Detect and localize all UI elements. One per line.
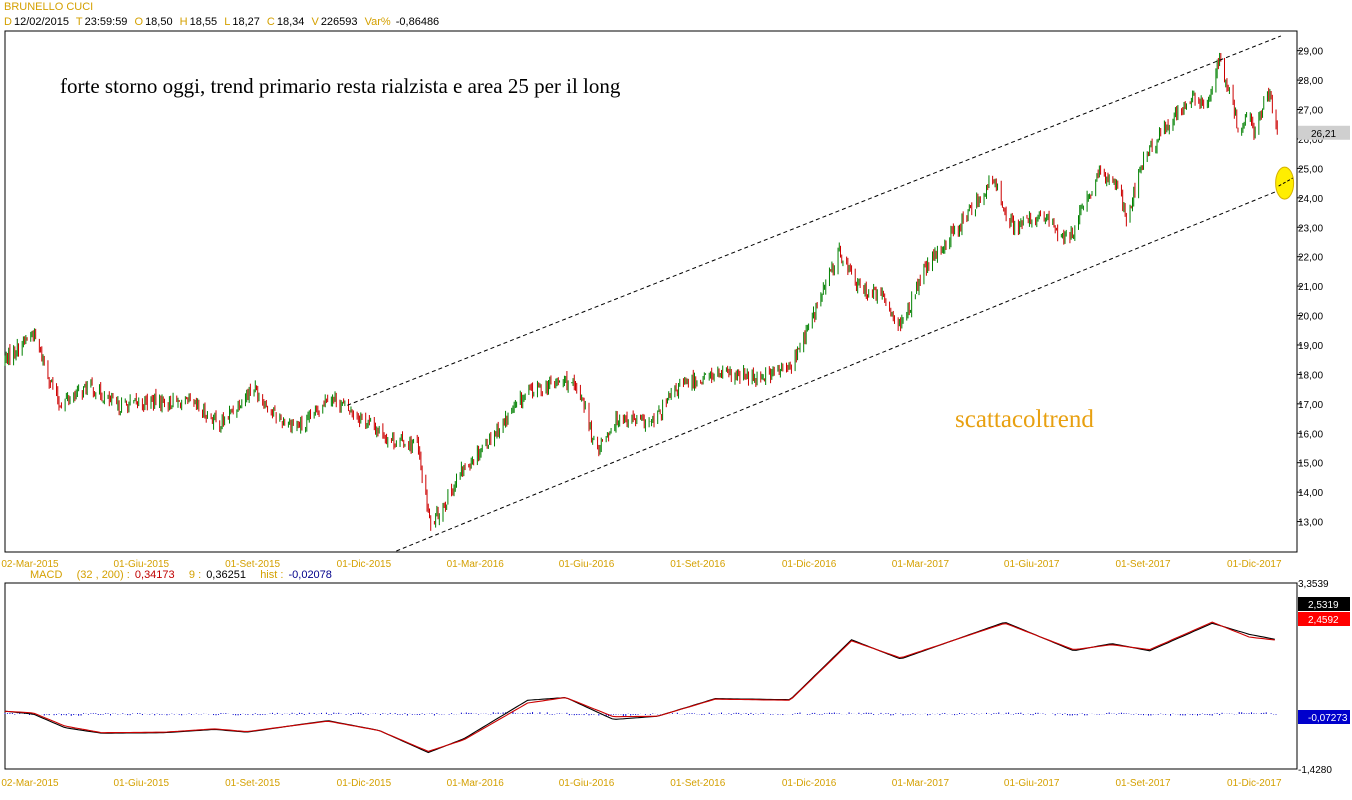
price-x-label-9: 01-Giu-2017 bbox=[1004, 559, 1060, 570]
price-x-label-10: 01-Set-2017 bbox=[1115, 559, 1170, 570]
price-tick-label-15: 28,00 bbox=[1298, 76, 1323, 87]
macd-x-label-9: 01-Giu-2017 bbox=[1004, 778, 1060, 789]
ohlc-field-close: C 18,34 bbox=[266, 16, 305, 28]
ohlc-field-high: H 18,55 bbox=[179, 16, 218, 28]
signal-value-label-box bbox=[1298, 612, 1350, 626]
price-x-label-3: 01-Dic-2015 bbox=[337, 559, 392, 570]
macd-histogram bbox=[4, 711, 1277, 717]
price-tick-label-12: 25,00 bbox=[1298, 164, 1323, 175]
macd-y-axis: 3,3539 -1,4280 2,5319 2,4592 -0,07273 bbox=[1298, 579, 1350, 776]
macd-x-label-1: 01-Giu-2015 bbox=[114, 778, 170, 789]
macd-value: 0,34173 bbox=[134, 569, 175, 581]
hist-value: -0,02078 bbox=[288, 569, 332, 581]
chart-title: BRUNELLO CUCI bbox=[4, 1, 95, 13]
price-tick-label-1: 14,00 bbox=[1298, 488, 1323, 499]
macd-x-label-6: 01-Set-2016 bbox=[670, 778, 725, 789]
macd-x-label-11: 01-Dic-2017 bbox=[1227, 778, 1282, 789]
signal-label: 9 : bbox=[188, 569, 202, 581]
watermark-text: scattacoltrend bbox=[955, 406, 1094, 433]
price-tick-label-14: 27,00 bbox=[1298, 106, 1323, 117]
price-tick-label-7: 20,00 bbox=[1298, 312, 1323, 323]
price-tick-label-16: 29,00 bbox=[1298, 47, 1323, 58]
trendline-1 bbox=[396, 185, 1290, 552]
price-x-axis: 02-Mar-2015 01-Giu-2015 01-Set-2015 01-Dic-… bbox=[1, 559, 1282, 570]
macd-series-0 bbox=[4, 622, 1275, 754]
ohlc-field-low: L 18,27 bbox=[224, 16, 260, 28]
macd-x-label-8: 01-Mar-2017 bbox=[892, 778, 950, 789]
last-price-label: 26,21 bbox=[1311, 129, 1336, 140]
price-tick-label-2: 15,00 bbox=[1298, 459, 1323, 470]
macd-x-label-7: 01-Dic-2016 bbox=[782, 778, 837, 789]
price-tick-label-4: 17,00 bbox=[1298, 400, 1323, 411]
macd-tick-top: 3,3539 bbox=[1298, 579, 1329, 590]
macd-name: MACD bbox=[30, 569, 63, 581]
analysis-comment: forte storno oggi, trend primario resta … bbox=[60, 74, 621, 98]
signal-value-label: 2,4592 bbox=[1308, 615, 1339, 626]
macd-params: (32 , 200) : bbox=[76, 569, 130, 581]
price-x-label-7: 01-Dic-2016 bbox=[782, 559, 837, 570]
hist-label: hist : bbox=[260, 569, 284, 581]
macd-x-axis: 02-Mar-2015 01-Giu-2015 01-Set-2015 01-Dic-… bbox=[1, 778, 1282, 789]
price-tick-label-3: 16,00 bbox=[1298, 429, 1323, 440]
price-x-label-4: 01-Mar-2016 bbox=[447, 559, 505, 570]
price-tick-label-11: 24,00 bbox=[1298, 194, 1323, 205]
instrument-name: BRUNELLO CUCI bbox=[4, 1, 94, 13]
price-tick-label-6: 19,00 bbox=[1298, 341, 1323, 352]
macd-tick-bottom: -1,4280 bbox=[1298, 765, 1332, 776]
macd-x-label-0: 02-Mar-2015 bbox=[1, 778, 59, 789]
ohlc-field-date: D 12/02/2015 bbox=[4, 16, 70, 28]
hist-value-label-box bbox=[1298, 710, 1350, 724]
price-tick-label-13: 26,00 bbox=[1298, 135, 1323, 146]
price-x-label-8: 01-Mar-2017 bbox=[892, 559, 950, 570]
macd-panel[interactable] bbox=[4, 582, 1298, 770]
price-y-axis: 13,00 14,00 15,00 16,00 17,00 18,00 19,00 20,00… bbox=[1297, 47, 1350, 529]
price-x-label-0: 02-Mar-2015 bbox=[1, 559, 59, 570]
price-panel[interactable] bbox=[4, 30, 1298, 553]
macd-x-label-4: 01-Mar-2016 bbox=[447, 778, 505, 789]
candlestick-series bbox=[4, 52, 1278, 531]
macd-header: MACD (32 , 200) : 0,34173 9 : 0,36251 hi… bbox=[30, 569, 334, 581]
price-tick-label-5: 18,00 bbox=[1298, 370, 1323, 381]
overlays bbox=[1275, 166, 1295, 200]
macd-value-label-box bbox=[1298, 597, 1350, 611]
macd-x-label-3: 01-Dic-2015 bbox=[337, 778, 392, 789]
ohlc-field-time: T 23:59:59 bbox=[75, 16, 128, 28]
macd-x-label-10: 01-Set-2017 bbox=[1115, 778, 1170, 789]
price-x-label-6: 01-Set-2016 bbox=[670, 559, 725, 570]
macd-x-label-2: 01-Set-2015 bbox=[225, 778, 280, 789]
macd-x-label-5: 01-Giu-2016 bbox=[559, 778, 615, 789]
price-tick-label-0: 13,00 bbox=[1298, 518, 1323, 529]
price-x-label-11: 01-Dic-2017 bbox=[1227, 559, 1282, 570]
macd-lines bbox=[4, 621, 1275, 754]
price-tick-label-10: 23,00 bbox=[1298, 223, 1323, 234]
price-x-label-5: 01-Giu-2016 bbox=[559, 559, 615, 570]
price-x-label-2: 01-Set-2015 bbox=[225, 559, 280, 570]
macd-value-label: 2,5319 bbox=[1308, 600, 1339, 611]
price-tick-label-9: 22,00 bbox=[1298, 253, 1323, 264]
ohlc-field-volume: V 226593 bbox=[311, 16, 358, 28]
trendline-0 bbox=[347, 35, 1282, 406]
hist-value-label: -0,07273 bbox=[1308, 713, 1348, 724]
ohlc-bar: D 12/02/2015 T 23:59:59 O 18,50 H 18,55 L 18,… bbox=[4, 16, 443, 28]
price-tick-label-8: 21,00 bbox=[1298, 282, 1323, 293]
trendlines bbox=[347, 35, 1290, 552]
macd-series-1 bbox=[4, 621, 1275, 752]
highlight-trendline bbox=[1278, 177, 1293, 187]
ohlc-field-var: Var% -0,86486 bbox=[364, 16, 440, 28]
signal-value: 0,36251 bbox=[206, 569, 246, 581]
ohlc-field-open: O 18,50 bbox=[134, 16, 173, 28]
price-x-label-1: 01-Giu-2015 bbox=[114, 559, 170, 570]
last-price-box bbox=[1298, 125, 1350, 140]
